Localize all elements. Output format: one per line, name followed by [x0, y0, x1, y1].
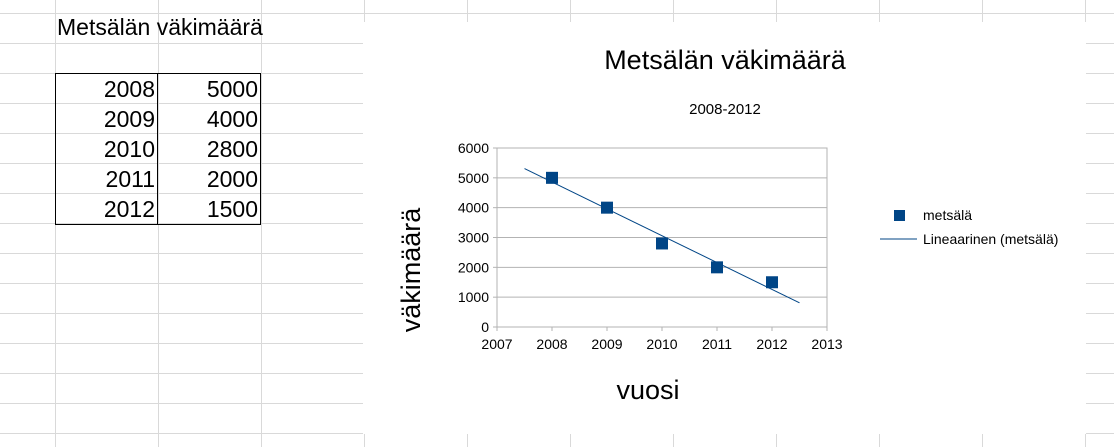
year-cell[interactable]: 2012 — [56, 194, 158, 224]
y-tick-label: 3000 — [458, 230, 489, 246]
year-cell[interactable]: 2011 — [56, 164, 158, 194]
legend-marker-square — [894, 210, 905, 221]
x-tick-label: 2011 — [702, 336, 732, 352]
x-tick-label: 2008 — [536, 336, 567, 352]
chart-subtitle: 2008-2012 — [689, 101, 761, 118]
y-tick-label: 2000 — [458, 259, 489, 275]
sheet-title-cell[interactable]: Metsälän väkimäärä — [57, 14, 263, 40]
value-cell[interactable]: 4000 — [206, 106, 258, 132]
y-tick-label: 6000 — [458, 140, 489, 156]
y-tick-label: 5000 — [458, 170, 489, 186]
trendline — [524, 168, 800, 304]
table-row: 2008 5000 — [56, 74, 260, 104]
data-point — [656, 237, 668, 250]
table-row: 2012 1500 — [56, 194, 260, 224]
x-axis-label: vuosi — [616, 375, 679, 405]
chart-legend: metsälä Lineaarinen (metsälä) — [880, 207, 1058, 247]
chart-object[interactable]: 0 1000 2000 3000 4000 5000 6000 2007 2008 2009 20… — [363, 22, 1086, 434]
x-tick-label: 2009 — [591, 336, 622, 352]
legend-label-series: metsälä — [923, 207, 972, 223]
data-points — [546, 171, 778, 289]
year-cell[interactable]: 2009 — [56, 104, 158, 134]
table-row: 2010 2800 — [56, 134, 260, 164]
x-tick-label: 2013 — [811, 336, 842, 352]
x-tick-label: 2007 — [481, 336, 512, 352]
data-point — [546, 171, 558, 184]
y-axis-label: väkimäärä — [396, 207, 426, 333]
data-point — [601, 201, 613, 214]
value-cell[interactable]: 2800 — [206, 136, 258, 162]
y-axis-ticks: 0 1000 2000 3000 4000 5000 6000 — [458, 140, 497, 335]
x-tick-label: 2012 — [756, 336, 787, 352]
x-axis-ticks: 2007 2008 2009 2010 2011 2012 2013 — [481, 327, 843, 352]
year-cell[interactable]: 2008 — [56, 74, 158, 104]
year-cell[interactable]: 2010 — [56, 134, 158, 164]
value-cell[interactable]: 2000 — [206, 166, 258, 192]
data-table: 2008 5000 2009 4000 2010 2800 2011 2000 … — [55, 73, 261, 225]
data-point — [766, 276, 778, 289]
legend-label-trendline: Lineaarinen (metsälä) — [923, 231, 1058, 247]
x-tick-label: 2010 — [646, 336, 677, 352]
value-cell[interactable]: 5000 — [206, 76, 258, 102]
y-tick-label: 0 — [481, 319, 489, 335]
table-row: 2011 2000 — [56, 164, 260, 194]
y-tick-label: 1000 — [458, 289, 489, 305]
data-point — [711, 261, 723, 274]
y-tick-label: 4000 — [458, 200, 489, 216]
chart-title: Metsälän väkimäärä — [604, 45, 847, 75]
table-row: 2009 4000 — [56, 104, 260, 134]
value-cell[interactable]: 1500 — [206, 196, 258, 222]
